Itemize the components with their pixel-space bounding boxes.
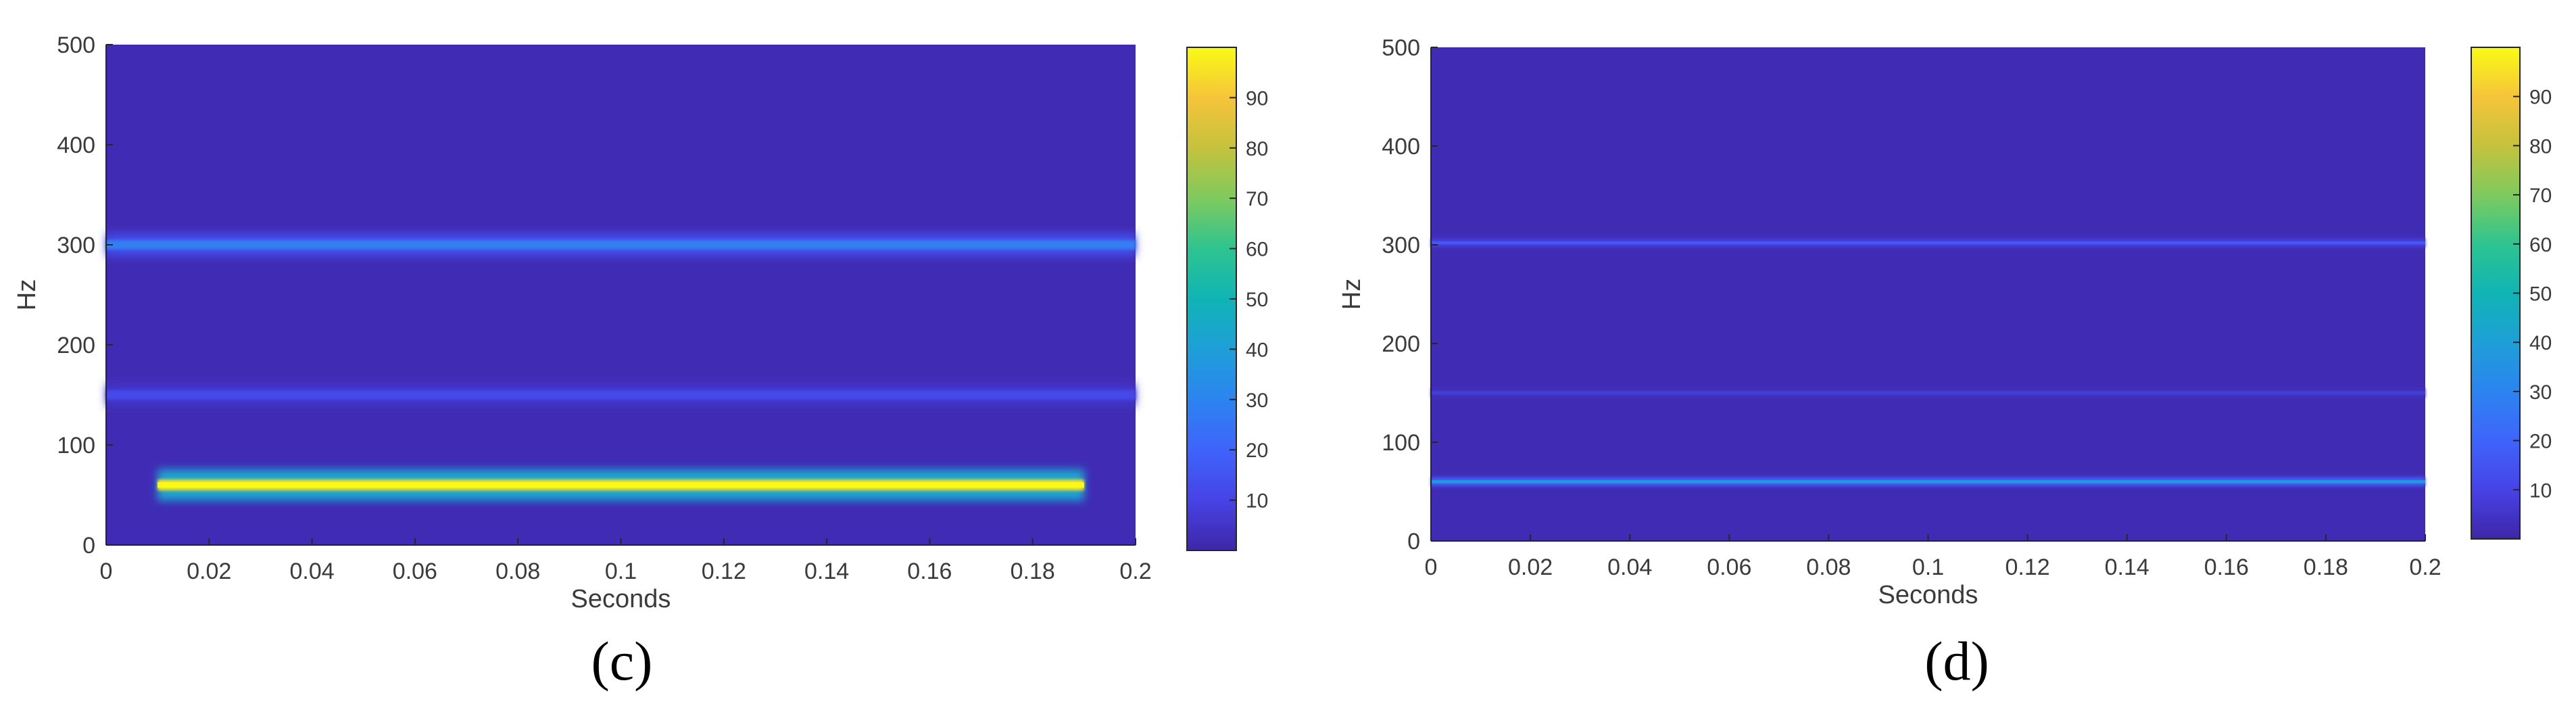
x-axis-label: Seconds (571, 585, 671, 613)
colorbar-tick-label: 50 (1246, 289, 1268, 311)
x-tick-label: 0.12 (702, 559, 746, 584)
colorbar-tick-label: 90 (2529, 87, 2552, 109)
panel-label: (c) (591, 630, 652, 692)
x-tick-label: 0.16 (907, 559, 952, 584)
colorbar-tick-label: 30 (1246, 390, 1268, 412)
y-tick-label: 300 (57, 233, 95, 258)
band-150hz (1431, 391, 2425, 395)
y-tick-label: 400 (1382, 134, 1420, 160)
y-tick-label: 100 (1382, 430, 1420, 456)
colorbar-tick-label: 90 (1246, 87, 1268, 110)
spectrogram-plot-area (1431, 47, 2425, 541)
y-tick-label: 0 (82, 533, 95, 559)
y-axis-label: Hz (1338, 279, 1366, 310)
spectrogram-panel-d: 0 0.02 0.04 0.06 0.08 0.1 0.12 0.14 0.16 0.18 0.2 … (1338, 35, 2552, 692)
y-axis-ticks: 0 100 200 300 400 500 (57, 32, 113, 559)
colorbar-ticks: 10 20 30 40 50 60 70 80 90 (1230, 87, 1268, 513)
band-peak (157, 482, 1084, 488)
y-tick-label: 0 (1407, 529, 1420, 554)
x-tick-label: 0.14 (804, 559, 849, 584)
colorbar-tick-label: 50 (2529, 283, 2552, 306)
x-tick-label: 0.04 (1607, 554, 1652, 580)
x-tick-label: 0.18 (2304, 554, 2348, 580)
band-60hz (1431, 479, 2425, 483)
x-tick-label: 0 (100, 559, 113, 584)
y-tick-label: 300 (1382, 233, 1420, 258)
colorbar-ticks: 10 20 30 40 50 60 70 80 90 (2513, 87, 2552, 502)
band-300hz (106, 240, 1136, 250)
colorbar-tick-label: 60 (2529, 234, 2552, 256)
x-axis-label: Seconds (1878, 581, 1978, 609)
frequency-bands (1431, 238, 2425, 487)
y-tick-label: 400 (57, 133, 95, 158)
y-tick-label: 200 (1382, 331, 1420, 357)
colorbar-tick-label: 70 (1246, 188, 1268, 210)
band-302hz (1431, 241, 2425, 245)
x-tick-label: 0.06 (1707, 554, 1751, 580)
spectrogram-panel-c: 0 0.02 0.04 0.06 0.08 0.1 0.12 0.14 0.16 0.18 0.2 … (13, 32, 1268, 692)
y-tick-label: 100 (57, 433, 95, 458)
x-axis-ticks: 0 0.02 0.04 0.06 0.08 0.1 0.12 0.14 0.16 0.18 0.2 (100, 538, 1152, 584)
x-tick-label: 0.04 (290, 559, 335, 584)
x-tick-label: 0.16 (2204, 554, 2249, 580)
x-tick-label: 0.02 (1508, 554, 1553, 580)
x-tick-label: 0.08 (1806, 554, 1851, 580)
colorbar (1186, 47, 1237, 551)
spectrogram-plot-area (106, 45, 1136, 545)
colorbar-tick-label: 10 (2529, 479, 2552, 502)
x-tick-label: 0 (1425, 554, 1438, 580)
colorbar (2471, 47, 2521, 540)
colorbar-tick-label: 40 (1246, 339, 1268, 361)
colorbar-tick-label: 80 (2529, 135, 2552, 158)
x-tick-label: 0.06 (393, 559, 437, 584)
colorbar-tick-label: 20 (2529, 431, 2552, 453)
x-tick-label: 0.08 (495, 559, 540, 584)
colorbar-tick-label: 70 (2529, 185, 2552, 207)
x-tick-label: 0.1 (1912, 554, 1944, 580)
panel-label: (d) (1924, 630, 1989, 692)
frequency-bands (106, 233, 1136, 501)
y-tick-label: 200 (57, 333, 95, 358)
x-tick-label: 0.14 (2105, 554, 2149, 580)
y-tick-label: 500 (1382, 35, 1420, 61)
colorbar-tick-label: 40 (2529, 332, 2552, 354)
colorbar-tick-label: 80 (1246, 138, 1268, 160)
x-tick-label: 0.12 (2006, 554, 2050, 580)
y-tick-label: 500 (57, 32, 95, 58)
x-tick-label: 0.2 (2409, 554, 2441, 580)
x-tick-label: 0.2 (1119, 559, 1151, 584)
band-150hz (106, 390, 1136, 400)
colorbar-tick-label: 20 (1246, 440, 1268, 462)
colorbar-tick-label: 10 (1246, 490, 1268, 513)
x-axis-ticks: 0 0.02 0.04 0.06 0.08 0.1 0.12 0.14 0.16 0.18 0.2 (1425, 534, 2441, 580)
colorbar-tick-label: 60 (1246, 239, 1268, 261)
y-axis-ticks: 0 100 200 300 400 500 (1382, 35, 1438, 554)
x-tick-label: 0.1 (605, 559, 637, 584)
x-tick-label: 0.18 (1011, 559, 1055, 584)
x-tick-label: 0.02 (187, 559, 231, 584)
y-axis-label: Hz (13, 279, 41, 310)
colorbar-tick-label: 30 (2529, 381, 2552, 404)
